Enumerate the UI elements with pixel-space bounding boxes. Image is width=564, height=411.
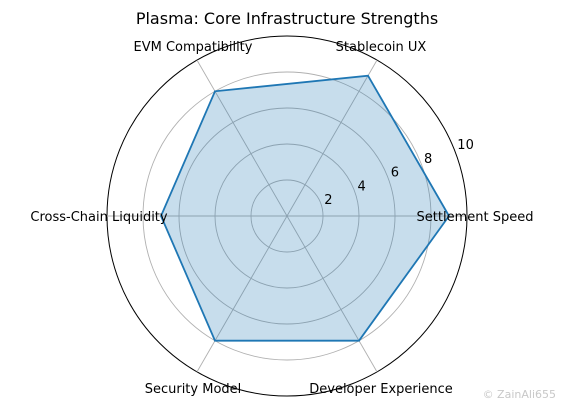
category-label-3: Cross-Chain Liquidity [30, 210, 168, 225]
category-label-4: Security Model [145, 382, 242, 397]
r-tick-2: 2 [324, 193, 332, 208]
spoke-5 [286, 215, 378, 373]
r-tick-10: 10 [457, 138, 474, 153]
radar-series [160, 74, 451, 342]
watermark: © ZainAli655 [483, 388, 556, 401]
spoke-1 [286, 59, 378, 217]
radial-tick-labels: 2 4 6 8 10 [324, 138, 474, 208]
category-labels: Settlement Speed Stablecoin UX EVM Compati… [30, 40, 533, 397]
series-fill [161, 75, 449, 341]
radar-grid [106, 35, 468, 397]
spoke-4 [196, 215, 288, 373]
r-tick-6: 6 [391, 166, 399, 181]
category-label-5: Developer Experience [309, 382, 453, 397]
r-tick-8: 8 [424, 152, 432, 167]
chart-title: Plasma: Core Infrastructure Strengths [136, 9, 438, 28]
r-tick-4: 4 [358, 179, 366, 194]
category-label-2: EVM Compatibility [134, 40, 253, 55]
category-label-0: Settlement Speed [417, 210, 534, 225]
category-label-1: Stablecoin UX [336, 40, 427, 55]
spoke-2 [196, 59, 288, 217]
